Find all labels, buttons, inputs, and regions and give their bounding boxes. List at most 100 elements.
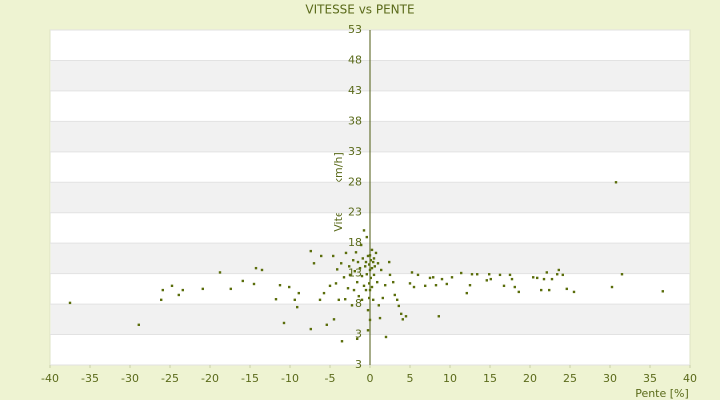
point	[356, 280, 359, 284]
y-tick-label: 53	[348, 23, 362, 36]
point	[274, 298, 278, 301]
point	[556, 273, 559, 276]
x-axis-title: Pente [%]	[635, 387, 689, 400]
point	[373, 265, 376, 268]
point	[557, 268, 560, 272]
x-tick-label: -10	[281, 372, 299, 385]
point	[404, 315, 408, 318]
x-tick-label: -35	[81, 372, 99, 385]
point	[332, 318, 336, 321]
point	[201, 287, 204, 291]
point	[561, 273, 564, 277]
point	[368, 296, 371, 300]
point	[513, 285, 516, 289]
point	[297, 291, 300, 295]
point	[334, 282, 338, 285]
point	[401, 318, 404, 321]
point	[68, 301, 72, 305]
point	[428, 276, 432, 280]
point	[293, 298, 296, 302]
point	[380, 268, 383, 272]
point	[377, 304, 380, 307]
point	[610, 285, 614, 289]
point	[550, 277, 554, 281]
point	[309, 327, 312, 331]
point	[434, 284, 438, 287]
x-tick-label: -40	[41, 372, 59, 385]
point	[353, 270, 356, 273]
point	[309, 249, 312, 253]
y-tick-label: 3	[355, 358, 362, 371]
y-tick-label: 13	[348, 267, 362, 280]
point	[445, 282, 448, 286]
point	[254, 266, 258, 270]
point	[381, 296, 384, 300]
point	[368, 268, 372, 272]
point	[312, 262, 316, 265]
point	[348, 273, 352, 277]
x-tick-label: 10	[443, 372, 457, 385]
chart-title: VITESSE vs PENTE	[305, 3, 414, 17]
x-tick-label: -25	[161, 372, 179, 385]
point	[357, 294, 360, 298]
point	[410, 271, 414, 274]
point	[620, 273, 624, 276]
point	[440, 277, 444, 281]
point	[392, 280, 395, 284]
point	[374, 251, 378, 255]
point	[170, 284, 174, 288]
point	[365, 273, 368, 276]
point	[350, 304, 354, 307]
point	[288, 285, 291, 289]
point	[548, 288, 551, 292]
x-tick-label: 25	[563, 372, 577, 385]
point	[510, 277, 514, 281]
point	[376, 280, 379, 284]
point	[362, 284, 366, 288]
point	[177, 293, 180, 297]
point	[437, 315, 440, 318]
point	[161, 288, 164, 292]
point	[337, 298, 340, 302]
point	[344, 298, 347, 301]
point	[460, 271, 463, 275]
x-tick-label: -5	[325, 372, 336, 385]
point	[370, 248, 374, 252]
point	[344, 251, 348, 255]
point	[352, 288, 356, 292]
point	[342, 276, 346, 279]
point	[241, 279, 244, 283]
point	[369, 259, 372, 262]
point	[296, 305, 299, 309]
point	[332, 254, 335, 258]
x-tick-label: 5	[407, 372, 414, 385]
point	[372, 273, 376, 277]
point	[540, 288, 543, 292]
point	[369, 276, 372, 280]
point	[366, 254, 370, 258]
point	[360, 274, 364, 278]
point	[336, 268, 339, 271]
y-tick-label: 28	[348, 175, 362, 188]
point	[368, 282, 371, 285]
y-tick-label: 33	[348, 145, 362, 158]
point	[181, 288, 184, 292]
point	[372, 260, 375, 264]
point	[536, 276, 539, 280]
point	[366, 308, 370, 312]
point	[346, 287, 350, 290]
point	[450, 276, 454, 279]
point	[229, 287, 232, 291]
point	[160, 298, 163, 302]
point	[364, 265, 367, 268]
point	[364, 288, 368, 292]
point	[376, 262, 380, 265]
point	[396, 298, 399, 302]
point	[661, 290, 664, 293]
point	[356, 337, 359, 341]
y-tick-label: 38	[348, 114, 362, 127]
point	[325, 323, 328, 326]
x-tick-label: 0	[367, 372, 374, 385]
point	[498, 273, 502, 277]
